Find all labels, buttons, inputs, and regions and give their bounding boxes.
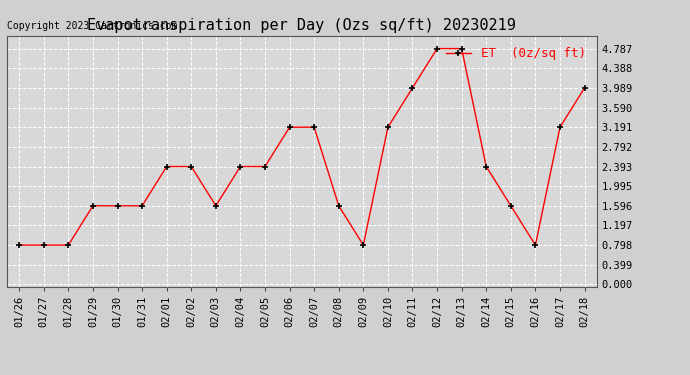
Legend: ET  (0z/sq ft): ET (0z/sq ft) [441,42,591,65]
Title: Evapotranspiration per Day (Ozs sq/ft) 20230219: Evapotranspiration per Day (Ozs sq/ft) 2… [88,18,516,33]
Text: Copyright 2023 Cartronics.com: Copyright 2023 Cartronics.com [7,21,177,31]
